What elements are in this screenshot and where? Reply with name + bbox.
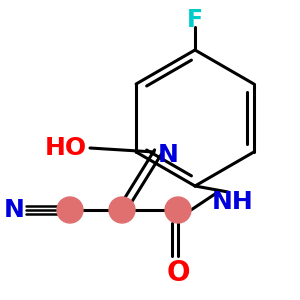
Text: HO: HO bbox=[45, 136, 87, 160]
Text: NH: NH bbox=[212, 190, 254, 214]
Text: O: O bbox=[166, 259, 190, 287]
Circle shape bbox=[57, 197, 83, 223]
Text: F: F bbox=[187, 8, 203, 32]
Circle shape bbox=[165, 197, 191, 223]
Text: N: N bbox=[158, 143, 178, 167]
Circle shape bbox=[109, 197, 135, 223]
Text: N: N bbox=[4, 198, 24, 222]
